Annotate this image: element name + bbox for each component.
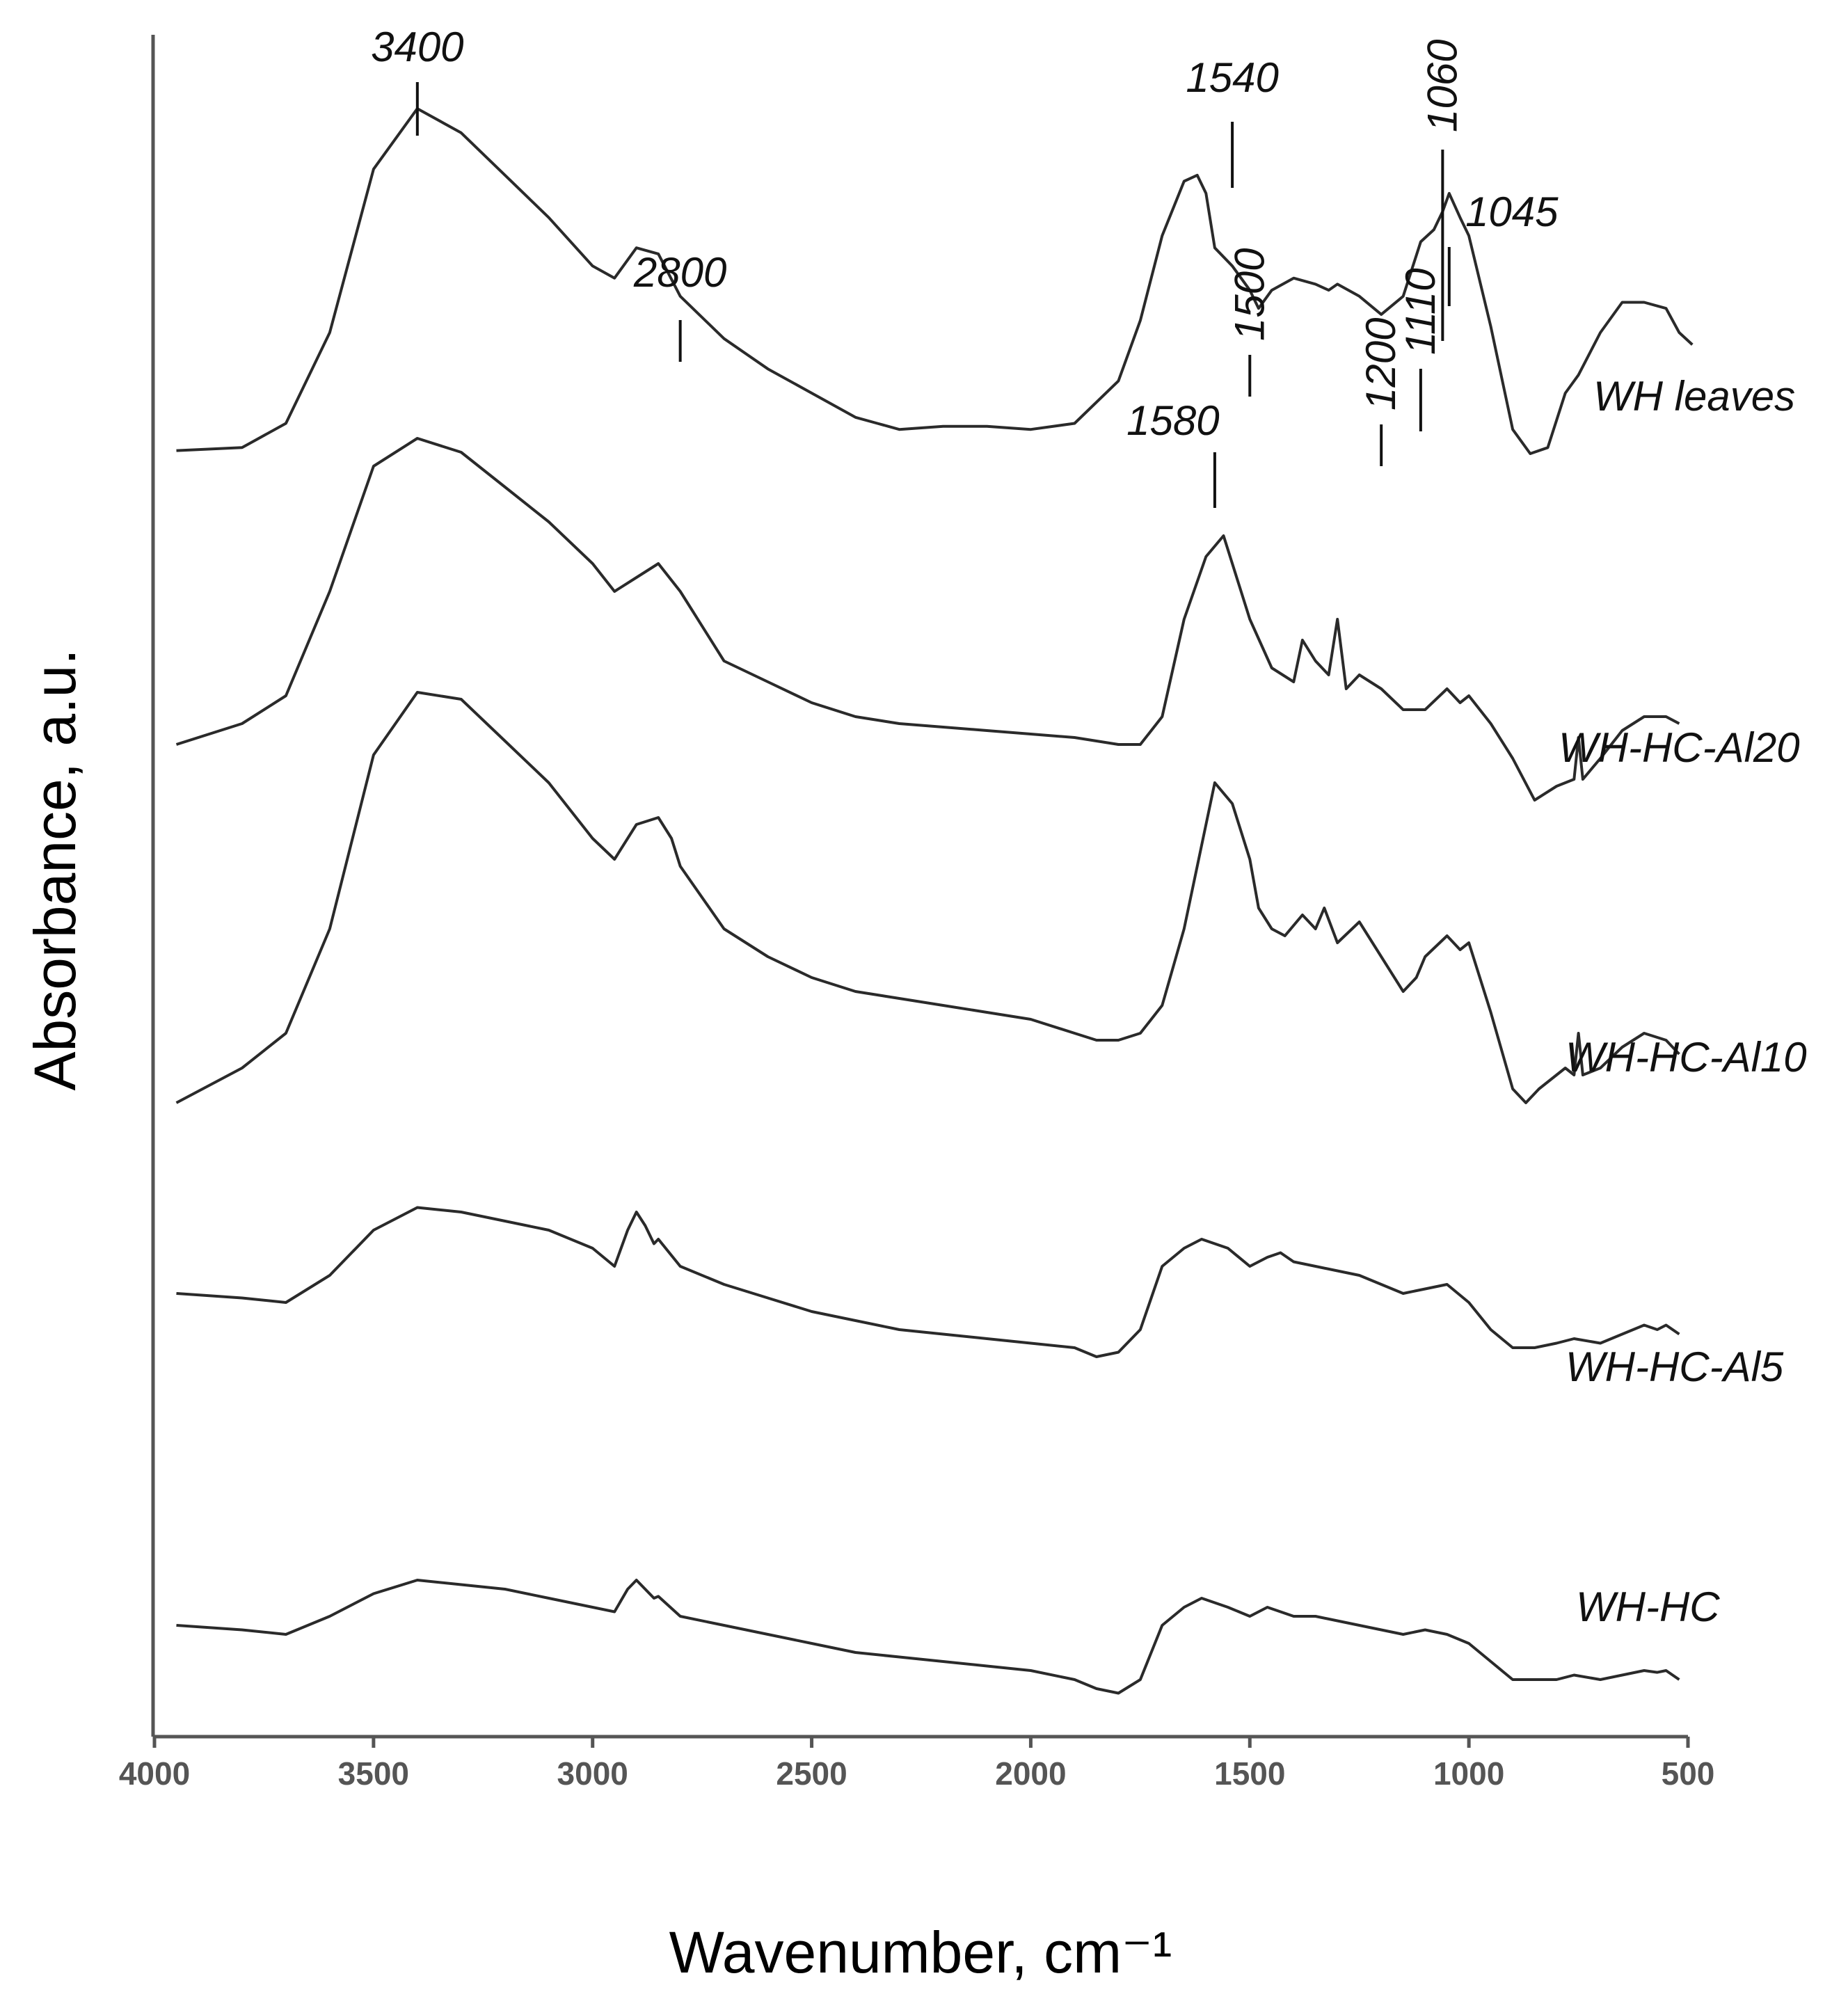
x-axis-title: Wavenumber, cm⁻¹ [669, 1920, 1172, 1985]
series-label: WH-HC-Al10 [1566, 1034, 1807, 1081]
series-line-wh-hc [176, 1579, 1680, 1695]
peak-label-1060: 1060 [1419, 40, 1465, 132]
x-tick-label: 500 [1662, 1755, 1715, 1792]
series-label: WH-HC-Al20 [1559, 724, 1800, 771]
peak-label-3400: 3400 [371, 24, 463, 70]
peak-label-1110: 1110 [1397, 268, 1444, 355]
x-tick-label: 1000 [1433, 1755, 1504, 1792]
peak-label-1500: 1500 [1226, 248, 1273, 341]
x-tick-label: 3000 [557, 1755, 628, 1792]
series-label: WH-HC-Al5 [1566, 1344, 1784, 1390]
peak-label-1540: 1540 [1186, 54, 1278, 101]
x-tick-label: 3500 [338, 1755, 409, 1792]
series-line-wh-hc-al5 [176, 1206, 1680, 1358]
series-label: WH leaves [1593, 373, 1795, 420]
peak-label-1580: 1580 [1126, 397, 1219, 444]
x-ticks: 4000 3500 3000 2500 2000 1500 1000 500 [119, 1737, 1715, 1792]
series-labels: WH leaves WH-HC-Al20 WH-HC-Al10 WH-HC-Al5 WH… [1559, 373, 1807, 1630]
y-axis-title: Absorbance, a.u. [22, 648, 88, 1090]
x-tick-label: 1500 [1214, 1755, 1285, 1792]
series-line-wh-hc-al10 [175, 691, 1680, 1104]
series-line-wh-hc-al20 [175, 437, 1680, 802]
series-curves [175, 107, 1694, 1695]
x-tick-label: 2500 [776, 1755, 847, 1792]
peak-label-2800: 2800 [633, 249, 726, 296]
x-tick-label: 4000 [119, 1755, 190, 1792]
peak-label-1045: 1045 [1465, 189, 1559, 235]
series-line-wh-leaves [176, 107, 1694, 455]
series-label: WH-HC [1576, 1584, 1720, 1630]
peak-label-1200: 1200 [1357, 318, 1404, 411]
x-tick-label: 2000 [995, 1755, 1066, 1792]
